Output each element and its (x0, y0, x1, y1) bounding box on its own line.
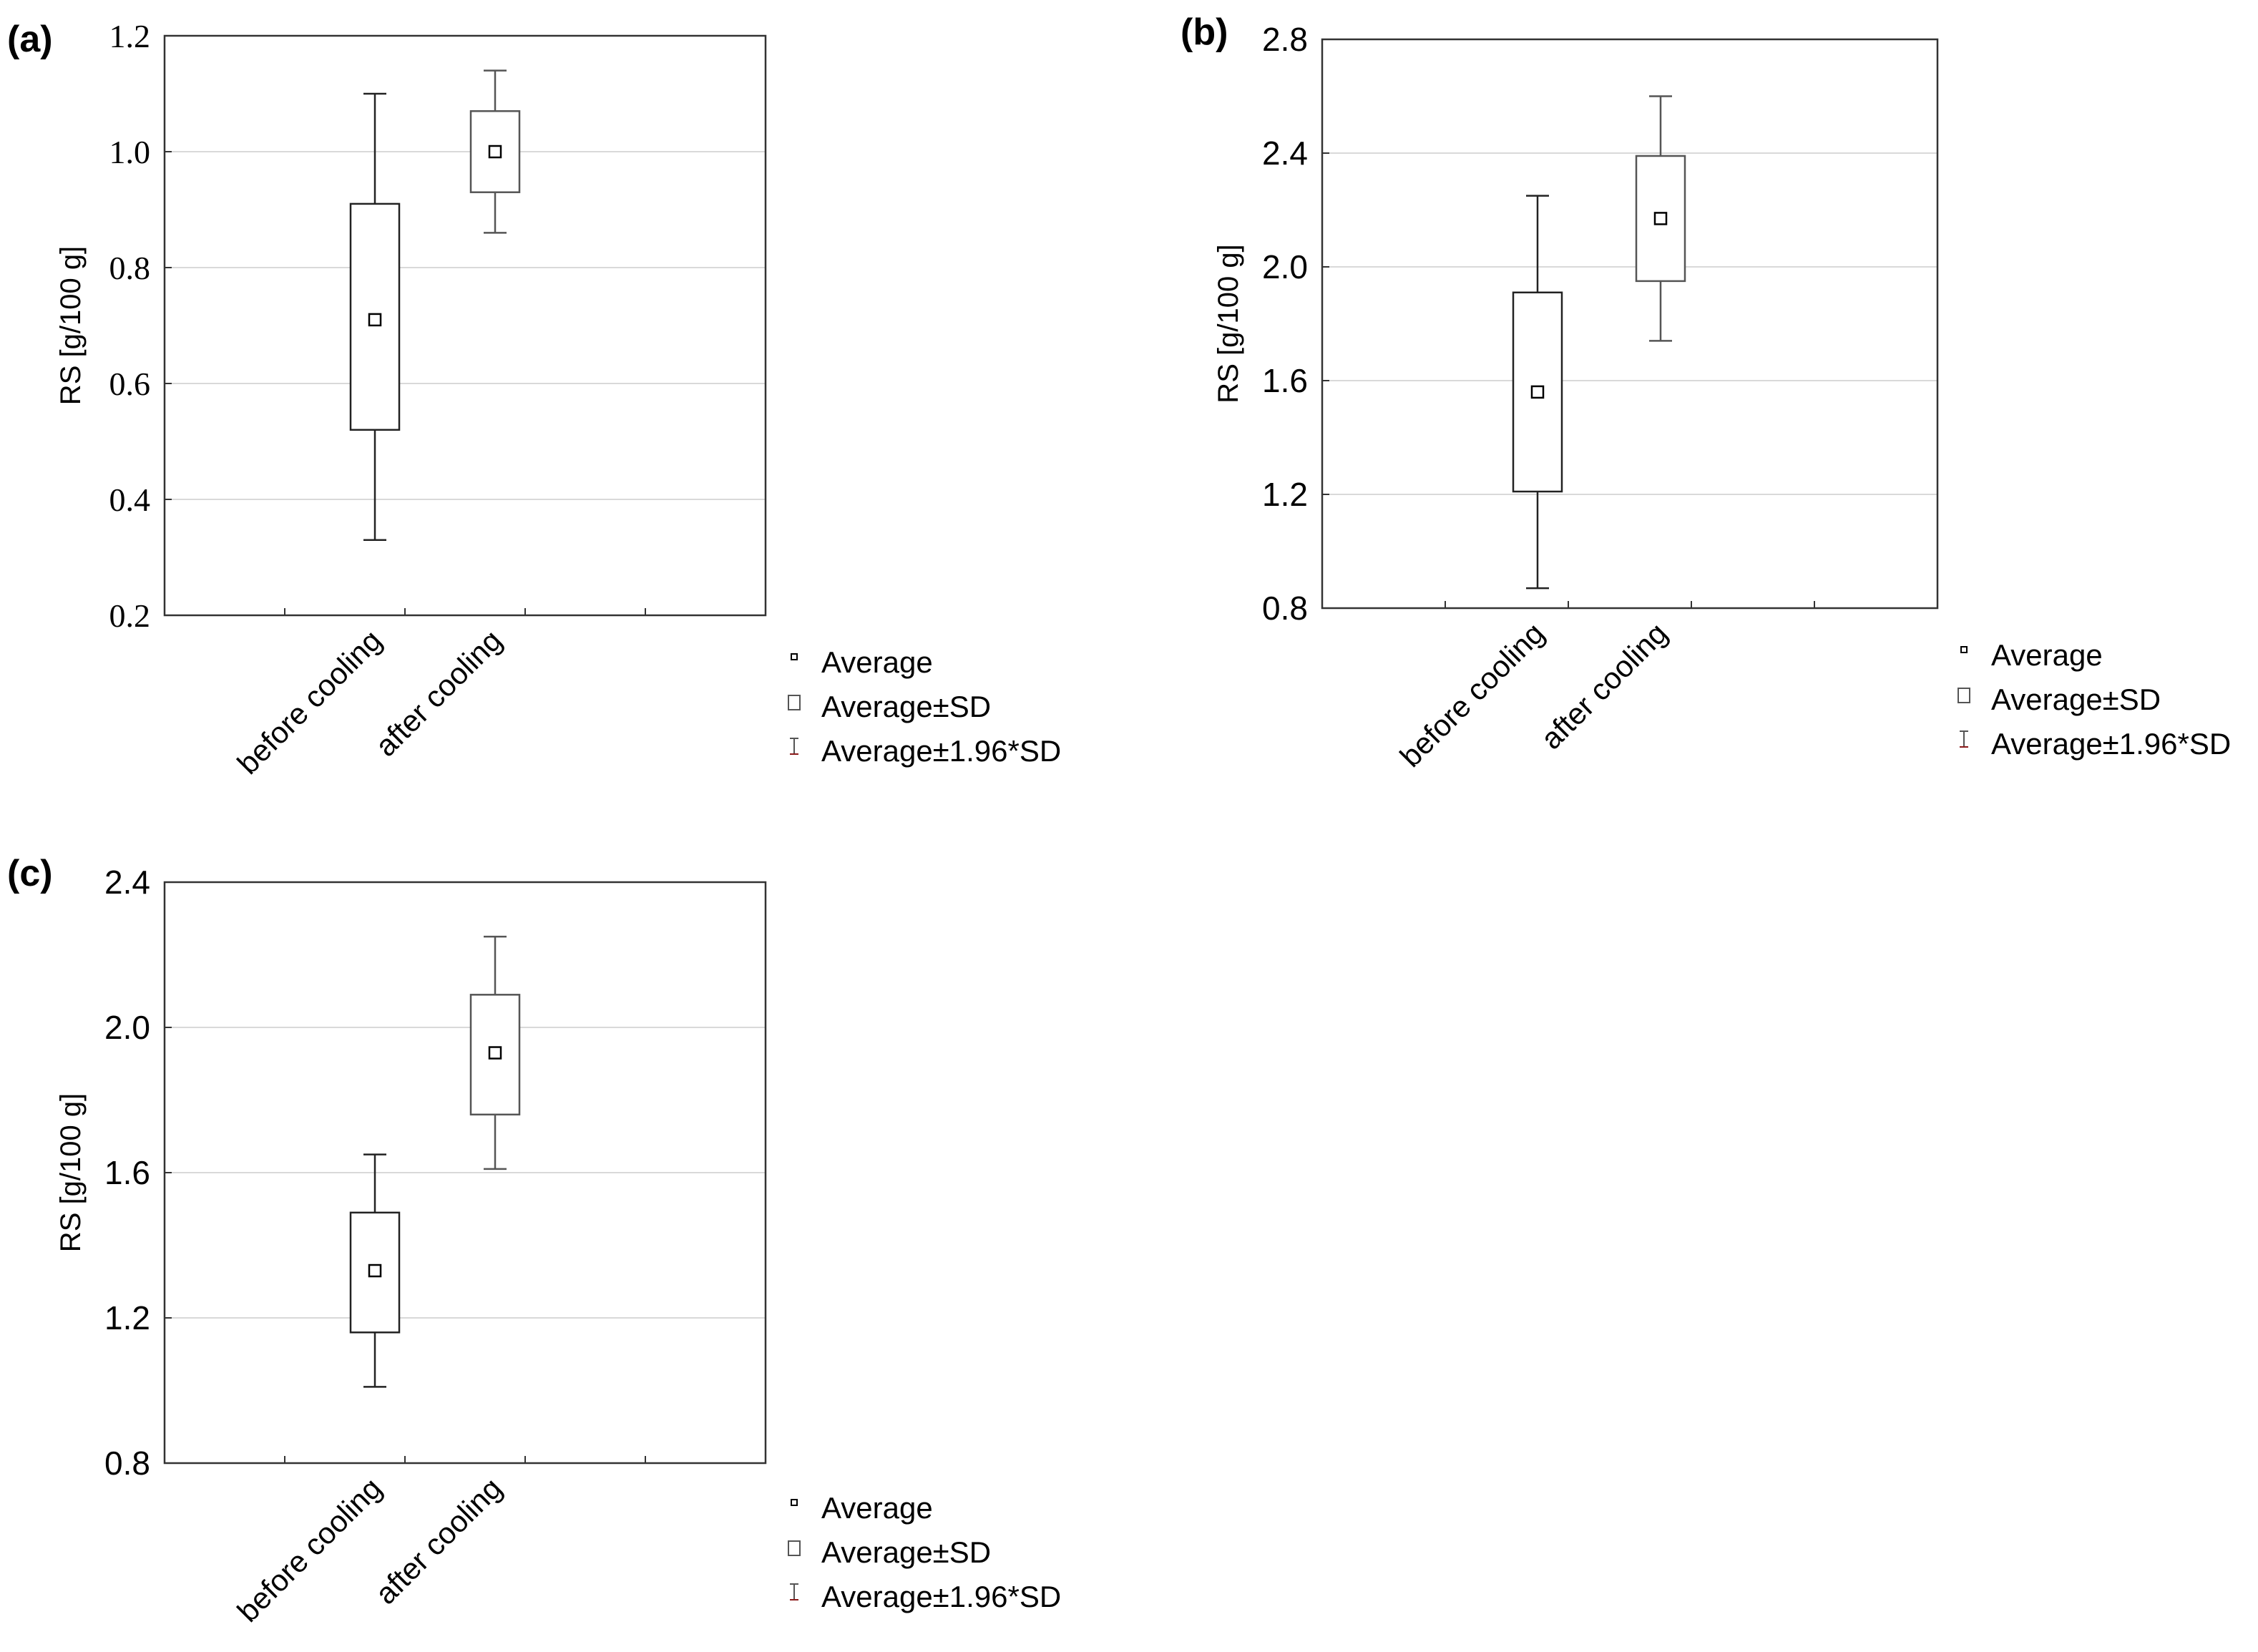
sd-box (469, 110, 521, 193)
legend-label: Average±1.96*SD (821, 734, 1061, 768)
legend-label: Average±SD (821, 1535, 991, 1569)
y-axis-label: RS [g/100 g] (55, 246, 87, 405)
chart-panel-c: (c) 0.8 1.2 1.6 2.0 2.4 RS [g/100 g] before coo… (7, 853, 1061, 1628)
legend-label: Average±SD (821, 690, 991, 723)
category-label: after cooling (368, 1471, 508, 1611)
category-label: before cooling (1394, 616, 1551, 773)
panel-label: (c) (7, 853, 53, 894)
legend-sd-icon (1958, 688, 1970, 703)
plot-frame (1321, 38, 1939, 610)
y-tick-label: 0.6 (109, 366, 151, 402)
y-tick-label: 1.0 (109, 134, 151, 170)
y-tick-label: 1.6 (1262, 362, 1308, 399)
y-axis-label: RS [g/100 g] (1213, 244, 1244, 403)
legend: Average Average±SD Average±1.96*SD (788, 645, 1061, 768)
legend: Average Average±SD Average±1.96*SD (788, 1491, 1061, 1613)
legend-label: Average (821, 645, 933, 679)
y-tick-label: 0.8 (1262, 590, 1308, 627)
mean-marker (488, 145, 502, 159)
y-tick-label: 0.4 (109, 482, 151, 518)
legend-sd-icon (788, 1540, 801, 1556)
category-label: before cooling (231, 623, 388, 781)
legend-label: Average±SD (1991, 683, 2161, 716)
legend: Average Average±SD Average±1.96*SD (1958, 638, 2231, 761)
mean-marker (368, 313, 382, 327)
panel-label: (a) (7, 19, 53, 60)
legend-label: Average±1.96*SD (821, 1580, 1061, 1613)
category-label: after cooling (1534, 616, 1673, 756)
y-tick-label: 1.2 (109, 18, 151, 54)
y-tick-label: 1.6 (104, 1154, 150, 1191)
category-label: after cooling (368, 623, 508, 763)
y-tick-label: 2.0 (104, 1009, 150, 1046)
legend-label: Average±1.96*SD (1991, 727, 2231, 761)
y-tick-label: 2.0 (1262, 248, 1308, 285)
y-tick-label: 2.4 (1262, 135, 1308, 172)
legend-label: Average (1991, 638, 2103, 672)
mean-marker (1530, 385, 1545, 399)
y-tick-label: 0.2 (109, 597, 151, 634)
y-axis-label: RS [g/100 g] (55, 1093, 87, 1252)
mean-marker (368, 1264, 382, 1278)
chart-panel-b: (b) 0.8 1.2 1.6 2.0 2.4 2.8 RS [g/100 g] before … (1181, 11, 2231, 773)
panel-label: (b) (1181, 11, 1228, 53)
legend-sd-icon (788, 695, 801, 710)
legend-average-icon (791, 1499, 798, 1506)
y-tick-label: 2.8 (1262, 21, 1308, 58)
mean-marker (488, 1046, 502, 1060)
y-tick-label: 0.8 (104, 1445, 150, 1482)
legend-average-icon (791, 653, 798, 660)
plot-frame (163, 34, 767, 617)
mean-marker (1653, 212, 1668, 225)
chart-panel-a: (a) 0.2 0.4 0.6 0.8 1.0 1.2 RS [g/100 g] before … (7, 18, 1061, 781)
y-tick-label: 1.2 (104, 1299, 150, 1336)
y-tick-label: 2.4 (104, 864, 150, 901)
legend-average-icon (1960, 646, 1968, 653)
category-label: before cooling (231, 1471, 388, 1628)
y-tick-label: 1.2 (1262, 476, 1308, 513)
legend-label: Average (821, 1491, 933, 1525)
y-tick-label: 0.8 (109, 250, 151, 286)
